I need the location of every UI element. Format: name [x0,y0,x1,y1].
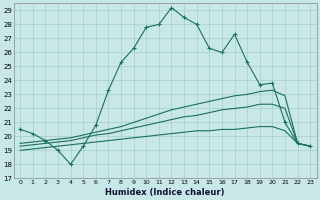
X-axis label: Humidex (Indice chaleur): Humidex (Indice chaleur) [106,188,225,197]
